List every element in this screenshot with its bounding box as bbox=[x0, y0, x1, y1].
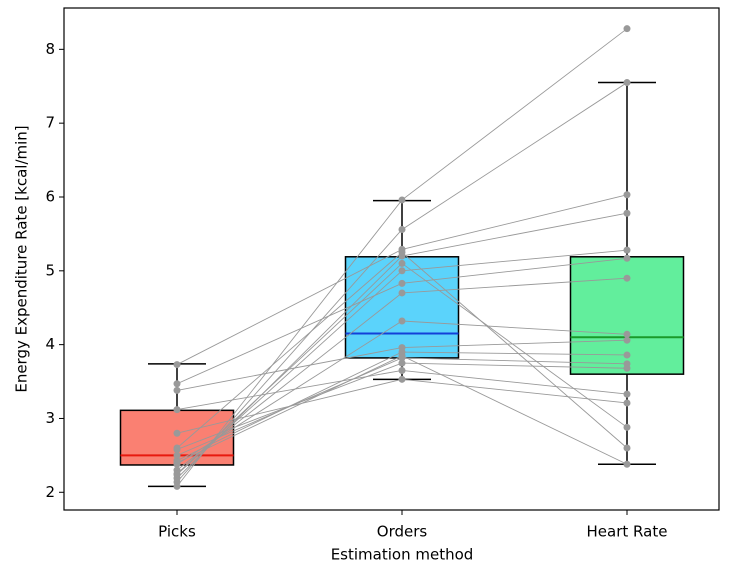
subject-point bbox=[173, 470, 181, 478]
subject-point bbox=[173, 429, 181, 437]
subject-point bbox=[398, 259, 406, 267]
subject-point bbox=[623, 423, 631, 431]
subject-point bbox=[623, 274, 631, 282]
x-tick-label: Heart Rate bbox=[587, 523, 668, 541]
subject-point bbox=[623, 191, 631, 199]
subject-point bbox=[623, 25, 631, 33]
subject-point bbox=[623, 399, 631, 407]
subject-point bbox=[398, 279, 406, 287]
subject-point bbox=[398, 196, 406, 204]
subject-point bbox=[623, 460, 631, 468]
subject-point bbox=[173, 386, 181, 394]
x-axis-label: Estimation method bbox=[331, 546, 474, 564]
subject-point bbox=[173, 444, 181, 452]
subject-point bbox=[398, 267, 406, 275]
subject-point bbox=[623, 330, 631, 338]
subject-point bbox=[623, 390, 631, 398]
subject-point bbox=[398, 248, 406, 256]
y-axis-label: Energy Expenditure Rate [kcal/min] bbox=[13, 125, 31, 392]
subject-point bbox=[623, 351, 631, 359]
subject-point bbox=[623, 246, 631, 254]
subject-point bbox=[398, 289, 406, 297]
subject-point bbox=[173, 380, 181, 388]
y-tick-label: 6 bbox=[45, 187, 55, 205]
y-tick-label: 5 bbox=[45, 261, 55, 279]
y-tick-label: 8 bbox=[45, 40, 55, 58]
subject-point bbox=[173, 406, 181, 414]
y-tick-label: 3 bbox=[45, 409, 55, 427]
subject-point bbox=[398, 359, 406, 367]
y-tick-label: 7 bbox=[45, 114, 55, 132]
subject-point bbox=[623, 254, 631, 262]
subject-point bbox=[623, 209, 631, 217]
y-tick-label: 2 bbox=[45, 483, 55, 501]
subject-point bbox=[623, 336, 631, 344]
subject-point bbox=[398, 366, 406, 374]
plot-frame bbox=[63, 7, 720, 511]
subject-point bbox=[623, 79, 631, 87]
subject-point bbox=[173, 459, 181, 467]
x-tick-label: Picks bbox=[158, 523, 196, 541]
subject-point bbox=[398, 317, 406, 325]
subject-point bbox=[623, 364, 631, 372]
x-tick-label: Orders bbox=[377, 523, 428, 541]
subject-point bbox=[398, 352, 406, 360]
y-tick-label: 4 bbox=[45, 335, 55, 353]
subject-point bbox=[623, 444, 631, 452]
subject-point bbox=[173, 361, 181, 369]
subject-point bbox=[398, 375, 406, 383]
subject-point bbox=[173, 451, 181, 459]
subject-point bbox=[398, 225, 406, 233]
